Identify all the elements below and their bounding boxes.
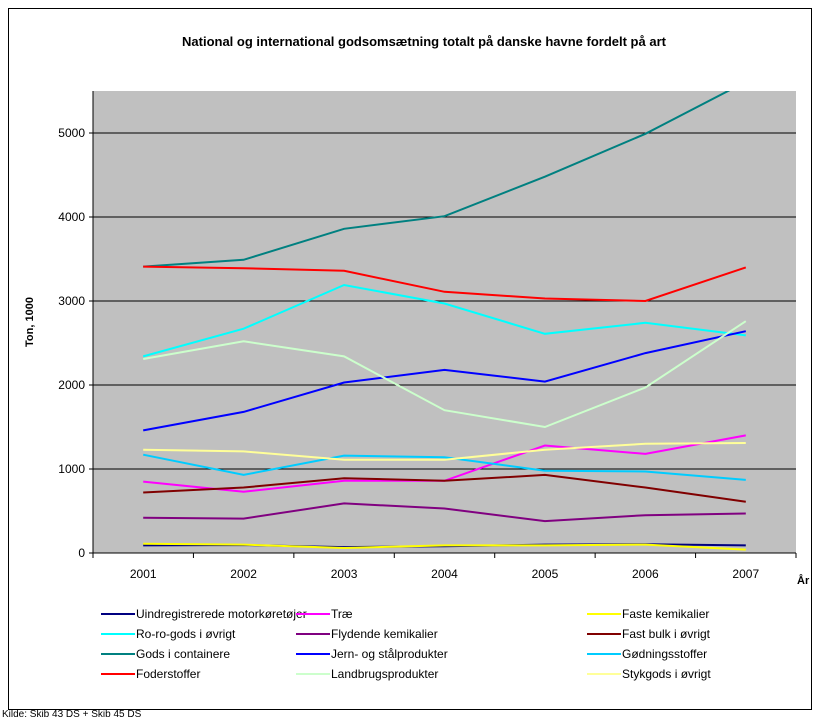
legend-label: Fast bulk i øvrigt (622, 627, 711, 641)
y-tick-label: 2000 (58, 378, 85, 392)
x-tick-label: 2007 (732, 567, 759, 581)
series-line-7 (143, 330, 747, 432)
legend-label: Uindregistrerede motorkøretøjer (136, 607, 307, 621)
y-tick-label: 5000 (58, 126, 85, 140)
x-tick-label: 2002 (230, 567, 257, 581)
legend-label: Foderstoffer (136, 667, 200, 681)
legend-label: Gods i containere (136, 647, 230, 661)
legend-label: Flydende kemikalier (331, 627, 438, 641)
series-line-8 (143, 453, 746, 481)
legend-label: Faste kemikalier (622, 607, 709, 621)
series-line-5 (143, 473, 746, 503)
legend-label: Træ (331, 607, 353, 621)
series-line-3 (142, 283, 746, 358)
series-line-4 (143, 502, 746, 523)
series-line-10 (143, 320, 747, 429)
legend-label: Stykgods i øvrigt (622, 667, 711, 681)
x-tick-label: 2004 (431, 567, 458, 581)
x-axis-label: År (797, 574, 810, 587)
y-tick-label: 4000 (58, 210, 85, 224)
y-tick-label: 3000 (58, 294, 85, 308)
plot-area (93, 91, 796, 553)
source-note: Kilde: Skib 43 DS + Skib 45 DS (2, 709, 142, 720)
x-tick-label: 2001 (130, 567, 157, 581)
series-line-6 (143, 91, 731, 268)
x-tick-label: 2005 (532, 567, 559, 581)
x-tick-label: 2006 (632, 567, 659, 581)
x-tick-label: 2003 (331, 567, 358, 581)
legend-label: Ro-ro-gods i øvrigt (136, 627, 236, 641)
series-line-9 (143, 265, 747, 303)
series-line-2 (143, 542, 746, 551)
chart-title: National og international godsomsætning … (182, 34, 667, 49)
legend-label: Jern- og stålprodukter (331, 647, 448, 661)
legend-label: Landbrugsprodukter (331, 667, 438, 681)
legend: Uindregistrerede motorkøretøjer Træ Faste … (101, 607, 711, 681)
y-axis-label: Ton, 1000 (24, 297, 36, 347)
y-tick-label: 1000 (58, 462, 85, 476)
y-tick-label: 0 (78, 546, 85, 560)
series-line-11 (143, 442, 746, 461)
legend-label: Gødningsstoffer (622, 647, 707, 661)
